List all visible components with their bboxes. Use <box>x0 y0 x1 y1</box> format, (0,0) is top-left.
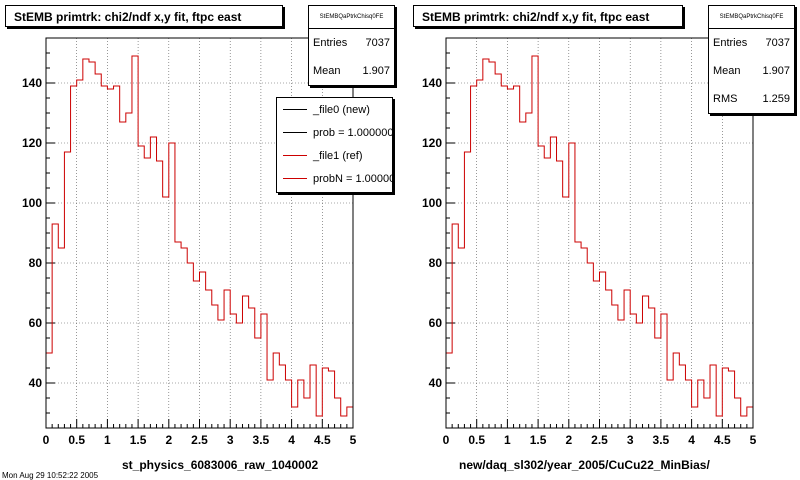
y-tick-label: 60 <box>29 316 43 330</box>
legend-line-black <box>283 132 307 133</box>
histogram-plot-right: 0 0.5 1 1.5 2 2.5 3 3.5 4 4.5 5 40 60 80 100 120 140 <box>422 37 757 447</box>
stats-value: 7037 <box>365 37 390 49</box>
stats-value: 1.259 <box>762 93 790 105</box>
stats-row-mean: Mean 1.907 <box>709 57 794 85</box>
x-tick-label: 2.5 <box>191 433 208 447</box>
x-tick-label: 4.5 <box>714 433 731 447</box>
legend-label: _file1 (ref) <box>313 149 363 162</box>
stats-label: Entries <box>713 37 748 49</box>
x-tick-label: 2 <box>565 433 572 447</box>
stats-row-mean: Mean 1.907 <box>309 57 394 85</box>
y-tick-label: 40 <box>29 376 43 390</box>
stats-box: StEMBQaPtrkChisq0FE Entries 7037 Mean 1.… <box>308 5 395 86</box>
x-tick-label: 3 <box>227 433 234 447</box>
y-tick-label: 40 <box>429 376 443 390</box>
legend-label: prob = 1.000000 <box>313 126 393 139</box>
y-tick-label: 120 <box>22 136 42 150</box>
stats-row-rms: RMS 1.259 <box>709 85 794 113</box>
x-tick-label: 0 <box>43 433 50 447</box>
stats-label: RMS <box>713 93 738 105</box>
legend-entry-ref: _file1 (ref) <box>277 144 392 167</box>
plot-title: StEMB primtrk: chi2/ndf x,y fit, ftpc ea… <box>413 5 683 27</box>
stats-label: Mean <box>313 65 341 77</box>
histogram-pad-left: 0 0.5 1 1.5 2 2.5 3 3.5 4 4.5 5 40 60 80 100 120 140 StE… <box>5 5 395 472</box>
x-tick-label: 4 <box>688 433 695 447</box>
y-tick-label: 140 <box>22 76 42 90</box>
x-tick-label: 0 <box>443 433 450 447</box>
y-tick-label: 100 <box>422 196 442 210</box>
stats-row-entries: Entries 7037 <box>709 29 794 57</box>
legend-entry-new: _file0 (new) <box>277 98 392 121</box>
x-tick-label: 2 <box>165 433 172 447</box>
stats-value: 7037 <box>765 37 790 49</box>
x-tick-label: 1.5 <box>530 433 547 447</box>
legend-entry-prob: prob = 1.000000 <box>277 121 392 144</box>
footer-timestamp: Mon Aug 29 10:52:22 2005 <box>2 471 99 480</box>
y-tick-label: 60 <box>429 316 443 330</box>
plot-title: StEMB primtrk: chi2/ndf x,y fit, ftpc ea… <box>5 5 283 27</box>
plot-frame <box>45 37 354 429</box>
x-tick-label: 5 <box>350 433 357 447</box>
y-tick-label: 100 <box>22 196 42 210</box>
legend-line-black <box>283 109 307 110</box>
x-tick-label: 1 <box>104 433 111 447</box>
y-tick-label: 80 <box>29 256 43 270</box>
plot-frame <box>445 37 754 429</box>
x-axis-caption: st_physics_6083006_raw_1040002 <box>122 458 319 472</box>
histogram-series-line <box>446 55 753 417</box>
legend-line-red <box>283 155 307 156</box>
stats-row-entries: Entries 7037 <box>309 29 394 57</box>
stats-box: StEMBQaPtrkChisq0FE Entries 7037 Mean 1.… <box>708 5 795 114</box>
x-tick-label: 0.5 <box>68 433 85 447</box>
stats-label: Entries <box>313 37 348 49</box>
x-tick-label: 1.5 <box>130 433 147 447</box>
stats-box-name: StEMBQaPtrkChisq0FE <box>309 6 394 29</box>
y-tick-label: 140 <box>422 76 442 90</box>
histogram-pad-right: 0 0.5 1 1.5 2 2.5 3 3.5 4 4.5 5 40 60 80 100 120 140 StE… <box>400 0 800 480</box>
stats-label: Mean <box>713 65 741 77</box>
x-tick-label: 3.5 <box>653 433 670 447</box>
x-tick-label: 5 <box>750 433 757 447</box>
x-axis-caption: new/daq_sl302/year_2005/CuCu22_MinBias/ <box>459 458 710 472</box>
y-tick-label: 80 <box>429 256 443 270</box>
legend-line-red <box>283 178 307 179</box>
y-tick-label: 120 <box>422 136 442 150</box>
histogram-series-line <box>46 55 353 417</box>
stats-box-name: StEMBQaPtrkChisq0FE <box>709 6 794 29</box>
legend-label: probN = 1.000000 <box>313 172 393 185</box>
stats-value: 1.907 <box>362 65 390 77</box>
x-tick-label: 2.5 <box>591 433 608 447</box>
x-tick-label: 3 <box>627 433 634 447</box>
legend-box: _file0 (new) prob = 1.000000 _file1 (ref… <box>276 97 393 193</box>
x-tick-label: 1 <box>504 433 511 447</box>
stats-value: 1.907 <box>762 65 790 77</box>
x-tick-label: 4 <box>288 433 295 447</box>
legend-label: _file0 (new) <box>313 103 370 116</box>
x-tick-label: 4.5 <box>314 433 331 447</box>
x-tick-label: 3.5 <box>253 433 270 447</box>
legend-entry-probn: probN = 1.000000 <box>277 167 392 190</box>
x-tick-label: 0.5 <box>468 433 485 447</box>
